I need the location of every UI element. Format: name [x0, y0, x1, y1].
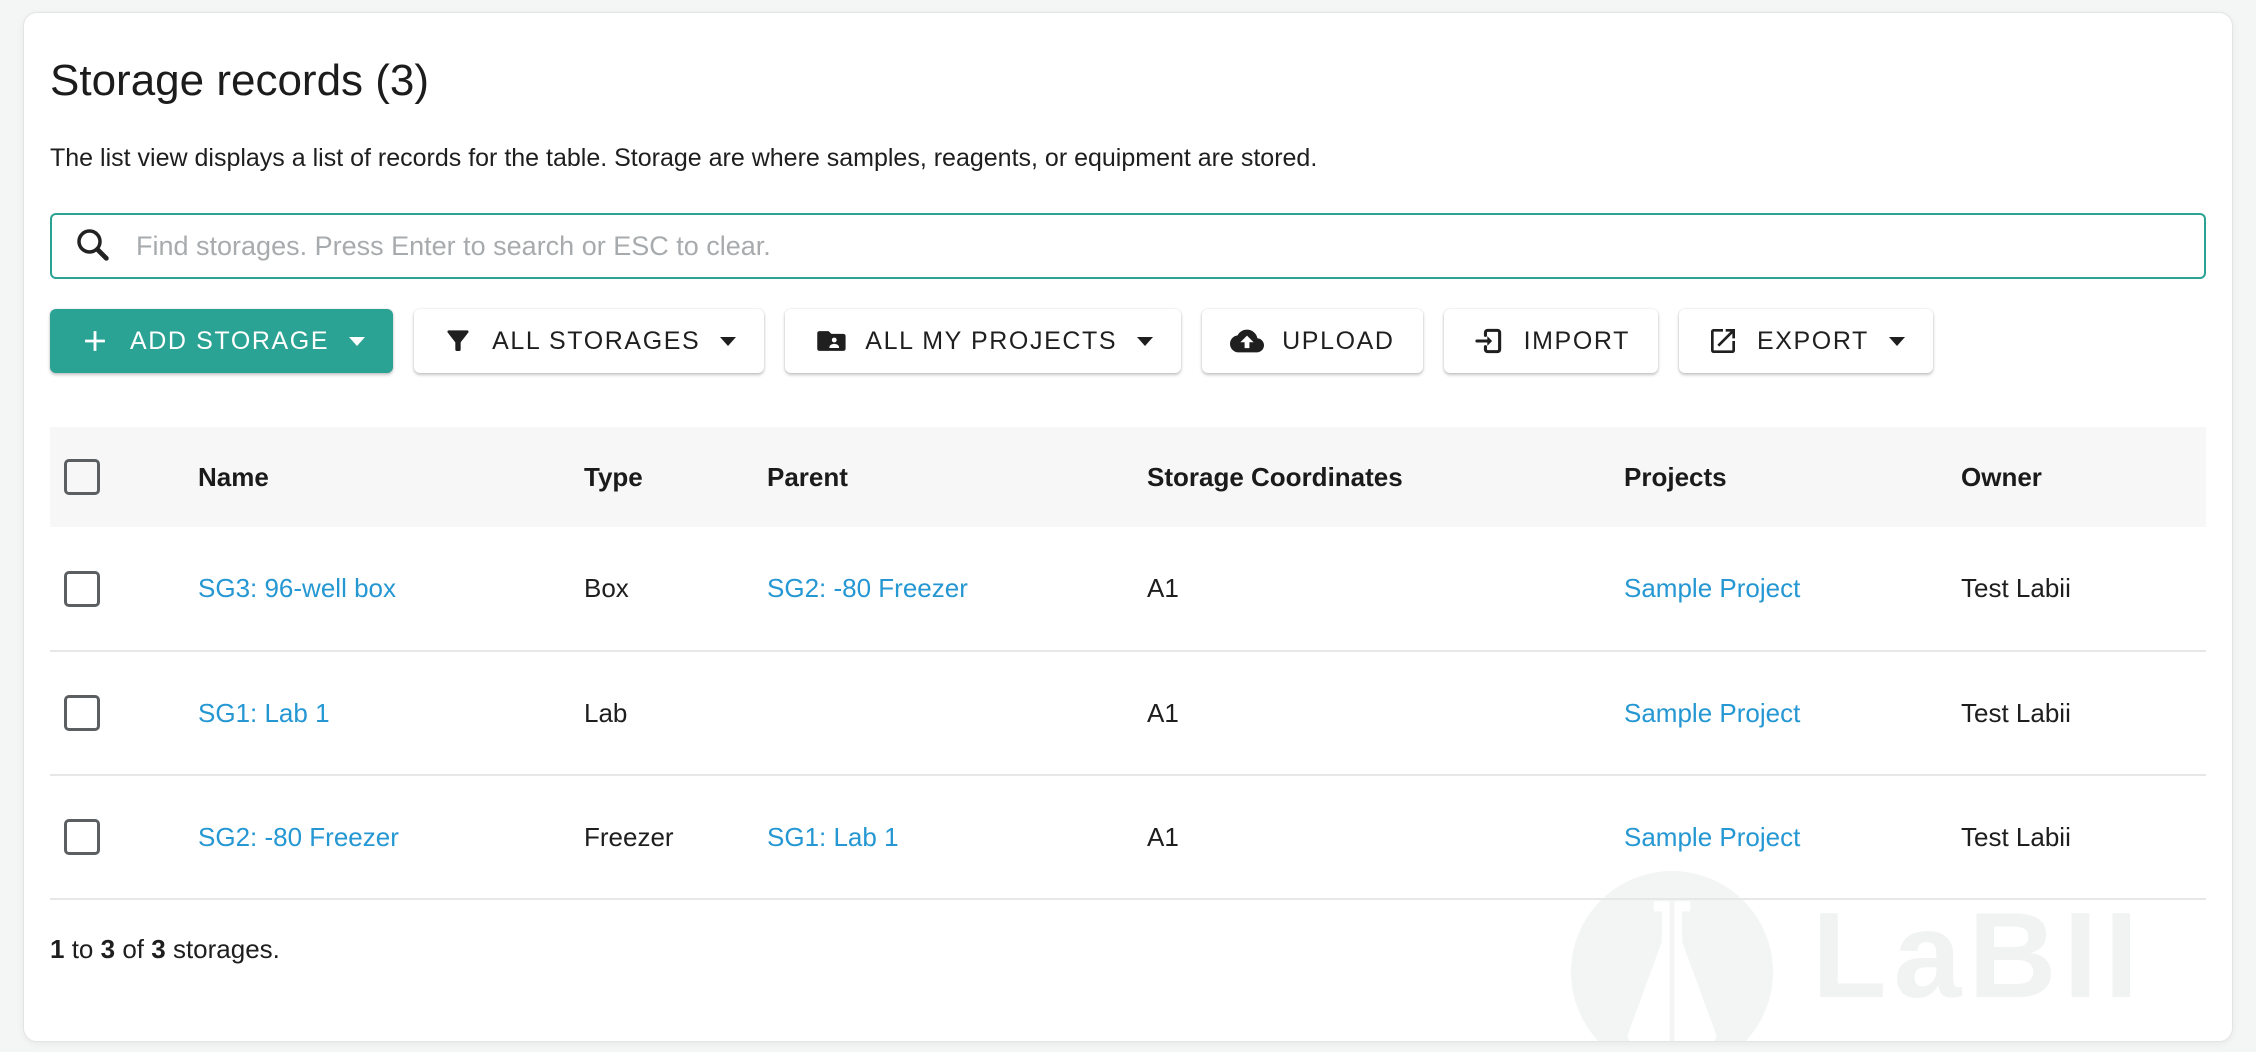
column-header-owner: Owner — [1941, 427, 2206, 527]
table-body: SG3: 96-well box Box SG2: -80 Freezer A1… — [50, 527, 2206, 900]
project-link[interactable]: Sample Project — [1624, 697, 1801, 728]
storage-owner-cell: Test Labii — [1941, 775, 2206, 900]
upload-button[interactable]: UPLOAD — [1202, 309, 1423, 373]
all-my-projects-label: ALL MY PROJECTS — [865, 326, 1118, 355]
export-icon — [1707, 325, 1739, 357]
project-link[interactable]: Sample Project — [1624, 821, 1801, 852]
storage-coordinates-cell: A1 — [1127, 651, 1604, 776]
storage-table: Name Type Parent Storage Coordinates Pro… — [50, 427, 2206, 900]
toolbar: ADD STORAGE ALL STORAGES — [50, 309, 2206, 373]
labii-watermark-text: LaBII — [1812, 887, 2146, 1023]
import-icon — [1472, 324, 1506, 358]
add-storage-label: ADD STORAGE — [130, 326, 330, 355]
chevron-down-icon — [1888, 336, 1905, 346]
plus-icon — [78, 324, 112, 358]
storage-name-link[interactable]: SG1: Lab 1 — [198, 697, 330, 728]
count-to: 3 — [100, 934, 116, 964]
table-row: SG3: 96-well box Box SG2: -80 Freezer A1… — [50, 527, 2206, 652]
select-all-checkbox[interactable] — [64, 459, 100, 495]
labii-flask-logo-icon — [1571, 871, 1773, 1041]
storage-parent-link[interactable]: SG1: Lab 1 — [767, 821, 899, 852]
search-input[interactable] — [134, 229, 2184, 263]
chevron-down-icon — [1137, 336, 1154, 346]
storage-name-link[interactable]: SG3: 96-well box — [198, 573, 396, 603]
search-icon — [72, 224, 112, 269]
table-row: SG1: Lab 1 Lab A1 Sample Project Test La… — [50, 651, 2206, 776]
import-label: IMPORT — [1523, 326, 1630, 355]
folder-shared-icon — [813, 324, 847, 358]
chevron-down-icon — [349, 336, 366, 346]
all-storages-label: ALL STORAGES — [492, 326, 701, 355]
count-suffix: storages. — [172, 934, 280, 964]
page-description: The list view displays a list of records… — [50, 144, 1318, 172]
all-my-projects-button[interactable]: ALL MY PROJECTS — [785, 309, 1182, 373]
storage-coordinates-cell: A1 — [1127, 527, 1604, 652]
record-count-summary: 1 to 3 of 3 storages. — [50, 934, 280, 964]
search-bar — [50, 213, 2206, 279]
export-button[interactable]: EXPORT — [1678, 309, 1933, 373]
project-link[interactable]: Sample Project — [1624, 573, 1801, 603]
column-header-name: Name — [178, 427, 564, 527]
upload-label: UPLOAD — [1282, 326, 1395, 355]
storage-parent-link[interactable]: SG2: -80 Freezer — [767, 573, 968, 603]
storage-name-link[interactable]: SG2: -80 Freezer — [198, 821, 399, 852]
storage-coordinates-cell: A1 — [1127, 775, 1604, 900]
table-row: SG2: -80 Freezer Freezer SG1: Lab 1 A1 S… — [50, 775, 2206, 900]
count-total: 3 — [151, 934, 166, 964]
storage-type-cell: Freezer — [564, 775, 747, 900]
export-label: EXPORT — [1756, 326, 1869, 355]
table-header-row: Name Type Parent Storage Coordinates Pro… — [50, 427, 2206, 527]
chevron-down-icon — [720, 336, 737, 346]
add-storage-button[interactable]: ADD STORAGE — [50, 309, 394, 373]
storage-owner-cell: Test Labii — [1941, 651, 2206, 776]
all-storages-filter-button[interactable]: ALL STORAGES — [414, 309, 765, 373]
column-header-parent: Parent — [747, 427, 1127, 527]
column-header-projects: Projects — [1604, 427, 1941, 527]
page-title: Storage records (3) — [50, 56, 430, 105]
import-button[interactable]: IMPORT — [1443, 309, 1658, 373]
column-header-storage-coordinates: Storage Coordinates — [1127, 427, 1604, 527]
row-checkbox[interactable] — [64, 819, 100, 855]
count-from: 1 — [50, 934, 65, 964]
storage-owner-cell: Test Labii — [1941, 527, 2206, 652]
filter-icon — [442, 325, 474, 357]
storage-records-card: LaBII Storage records (3) The list view … — [23, 12, 2233, 1042]
row-checkbox[interactable] — [64, 570, 100, 607]
row-checkbox[interactable] — [64, 695, 100, 731]
storage-type-cell: Box — [564, 527, 747, 652]
storage-type-cell: Lab — [564, 651, 747, 776]
cloud-upload-icon — [1230, 324, 1265, 358]
column-header-type: Type — [564, 427, 747, 527]
